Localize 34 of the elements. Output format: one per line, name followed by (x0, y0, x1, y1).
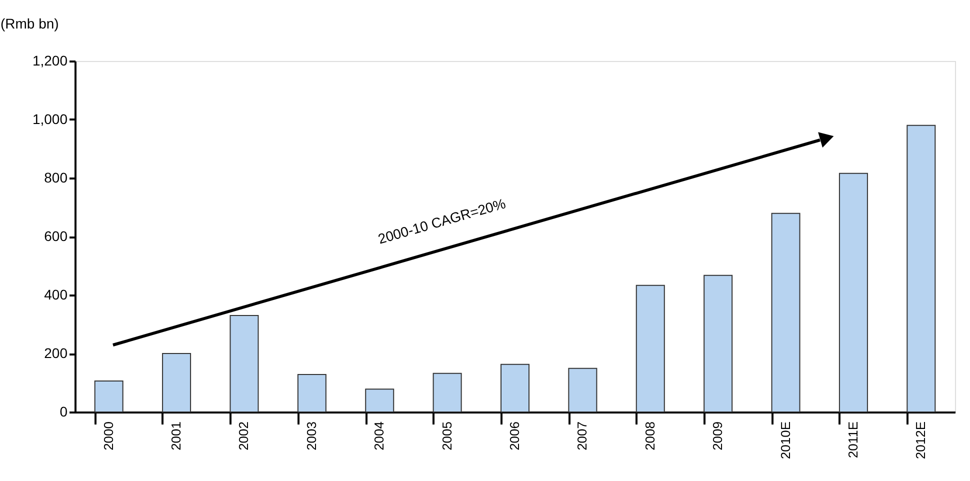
bar (230, 314, 259, 412)
x-tick-label: 2010E (778, 421, 793, 460)
y-tick-label: 800 (44, 170, 68, 186)
x-tick-label: 2004 (372, 422, 387, 450)
x-tick-label: 2002 (236, 422, 252, 450)
bar (771, 212, 800, 412)
y-tick-label: 400 (44, 286, 68, 302)
bar (365, 388, 394, 412)
y-tick-label: 0 (60, 404, 68, 420)
bar (704, 274, 733, 412)
bar (500, 364, 530, 412)
x-tick-label: 2012E (913, 421, 928, 460)
y-tick-label: 600 (44, 228, 68, 244)
bar (432, 372, 462, 412)
x-tick-label: 2011E (845, 421, 860, 458)
x-tick-label: 2005 (439, 422, 454, 450)
x-tick-label: 2008 (642, 422, 658, 450)
x-tick-label: 2003 (304, 422, 319, 450)
bar (162, 353, 192, 412)
bar (838, 172, 868, 412)
y-axis-title: (Rmb bn) (0, 16, 59, 32)
bar (94, 380, 124, 412)
y-tick-label: 200 (44, 345, 68, 361)
x-tick-label: 2009 (710, 422, 726, 450)
bar (636, 284, 665, 412)
y-tick-label: 1,000 (32, 111, 68, 127)
x-tick-label: 2000 (100, 422, 116, 450)
bar (568, 368, 598, 412)
x-tick-label: 2001 (168, 422, 184, 450)
x-tick-label: 2006 (507, 422, 522, 450)
bar (906, 124, 936, 412)
bar (297, 374, 326, 412)
y-tick-label: 1,200 (32, 52, 68, 68)
x-tick-label: 2007 (574, 422, 590, 450)
